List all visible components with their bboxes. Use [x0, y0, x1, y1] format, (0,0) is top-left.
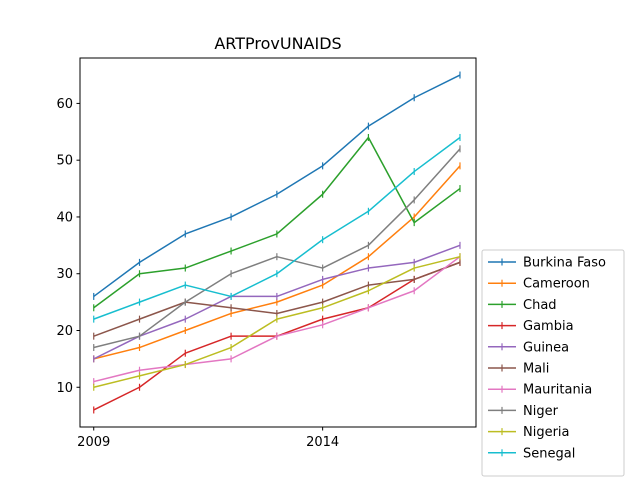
series-9: [93, 133, 461, 323]
legend-item: Chad: [488, 298, 557, 313]
y-tick-label: 40: [56, 210, 73, 225]
series-8: [93, 253, 461, 391]
legend-label: Guinea: [523, 340, 569, 355]
y-tick-label: 10: [56, 381, 73, 396]
legend-label: Niger: [523, 404, 559, 419]
series-5: [93, 258, 461, 340]
legend-label: Gambia: [523, 319, 574, 334]
legend-label: Nigeria: [523, 425, 570, 440]
legend-item: Guinea: [488, 340, 569, 355]
series-line: [93, 136, 461, 309]
legend-item: Niger: [488, 404, 559, 419]
legend-label: Burkina Faso: [523, 256, 606, 271]
y-tick-label: 20: [56, 324, 73, 339]
legend-label: Mali: [523, 362, 549, 377]
x-tick-label: 2014: [306, 435, 339, 450]
series-0: [93, 71, 461, 300]
legend-item: Mali: [488, 362, 549, 377]
legend-item: Gambia: [488, 319, 574, 334]
legend-item: Burkina Faso: [488, 256, 606, 271]
chart-title: ARTProvUNAIDS: [214, 34, 341, 53]
y-axis: 10 20 30 40 50 60: [56, 97, 80, 396]
series-layer: [93, 71, 461, 414]
y-tick-label: 50: [56, 154, 73, 169]
series-line: [93, 136, 461, 320]
legend-item: Nigeria: [488, 425, 570, 440]
legend: Burkina Faso Cameroon Chad Gambia Guinea Mali…: [481, 249, 625, 477]
legend-item: Mauritania: [488, 383, 592, 398]
legend-item: Cameroon: [488, 277, 590, 292]
x-axis: 2009 2014: [77, 427, 339, 450]
plot-frame: [79, 57, 477, 428]
series-7: [93, 145, 461, 352]
legend-label: Cameroon: [523, 277, 590, 292]
series-2: [93, 133, 461, 312]
y-tick-label: 30: [56, 267, 73, 282]
legend-label: Senegal: [523, 446, 575, 461]
legend-item: Senegal: [488, 446, 575, 461]
legend-frame: [481, 249, 625, 477]
y-tick-label: 60: [56, 97, 73, 112]
x-tick-label: 2009: [77, 435, 110, 450]
legend-label: Chad: [523, 298, 557, 313]
legend-label: Mauritania: [523, 383, 592, 398]
